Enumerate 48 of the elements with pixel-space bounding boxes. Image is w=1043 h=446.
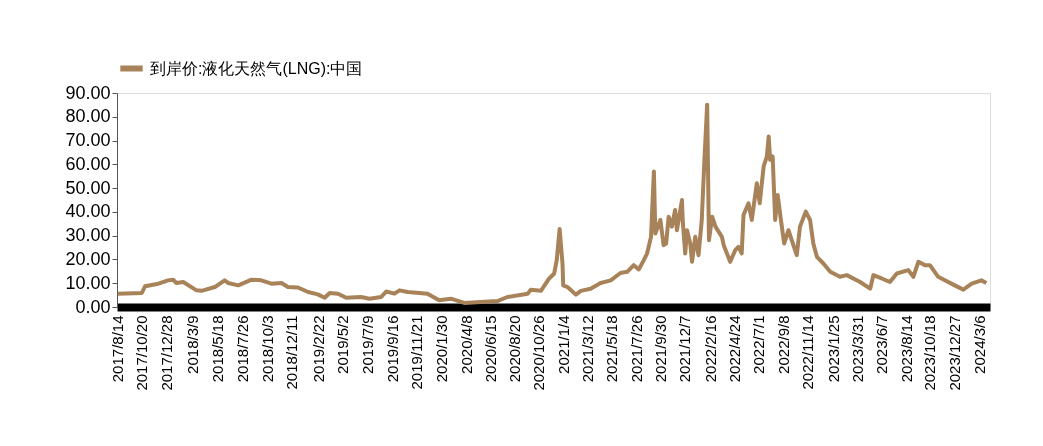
x-tick-label: 2019/9/16 [383, 315, 401, 383]
x-tick-label: 2021/3/12 [579, 315, 597, 383]
x-tick-label: 2022/4/24 [726, 315, 744, 383]
x-tick-label: 2019/2/22 [309, 315, 327, 383]
x-tick-label: 2023/8/14 [897, 315, 915, 383]
x-tick-label: 2018/3/9 [183, 315, 201, 374]
y-tick-label: 0.00 [75, 296, 111, 317]
x-tick-label: 2022/2/16 [701, 315, 719, 383]
y-tick-label: 10.00 [65, 272, 111, 293]
x-tick-label: 2020/4/8 [457, 315, 475, 374]
y-tick-label: 40.00 [65, 201, 111, 222]
x-tick-label: 2021/1/4 [555, 315, 573, 374]
y-tick-label: 30.00 [65, 225, 111, 246]
x-tick-label: 2020/8/20 [505, 315, 523, 383]
x-tick-label: 2018/5/18 [208, 315, 226, 383]
x-tick-label: 2018/10/3 [258, 315, 276, 383]
x-tick-label: 2023/10/18 [921, 315, 939, 391]
x-tick-label: 2022/7/1 [750, 315, 768, 374]
x-tick-label: 2023/1/25 [825, 315, 843, 383]
x-tick-label: 2021/12/7 [676, 315, 694, 383]
x-tick-label: 2019/5/2 [334, 315, 352, 374]
x-tick-label: 2019/11/21 [407, 315, 425, 390]
x-tick-label: 2019/7/9 [358, 315, 376, 374]
x-tick-label: 2018/12/11 [283, 315, 301, 390]
x-tick-label: 2020/10/26 [529, 315, 547, 391]
line-series [115, 102, 989, 305]
x-tick-label: 2021/5/18 [603, 315, 621, 383]
x-tick-label: 2017/12/28 [158, 315, 176, 391]
x-tick-label: 2022/9/8 [775, 315, 793, 374]
x-tick-label: 2023/3/31 [848, 315, 866, 383]
x-tick-label: 2023/6/7 [873, 315, 891, 374]
x-tick-label: 2020/6/15 [482, 315, 500, 383]
x-tick-label: 2021/9/30 [651, 315, 669, 383]
x-tick-label: 2018/7/26 [233, 315, 251, 383]
y-tick-label: 60.00 [65, 153, 111, 174]
y-tick-label: 50.00 [65, 177, 111, 198]
x-tick-label: 2017/8/14 [109, 315, 127, 383]
x-tick-label: 2024/3/6 [971, 315, 989, 374]
y-tick-label: 70.00 [65, 130, 111, 151]
legend-label: 到岸价:液化天然气(LNG):中国 [150, 59, 363, 77]
y-tick-label: 20.00 [65, 248, 111, 269]
x-tick-label: 2017/10/20 [133, 315, 151, 391]
x-tick-label: 2023/12/27 [946, 315, 964, 391]
x-tick-label: 2021/7/26 [628, 315, 646, 383]
x-tick-label: 2020/1/30 [432, 315, 450, 383]
y-tick-label: 90.00 [65, 82, 111, 103]
y-tick-label: 80.00 [65, 106, 111, 127]
x-tick-label: 2022/11/14 [799, 315, 817, 390]
